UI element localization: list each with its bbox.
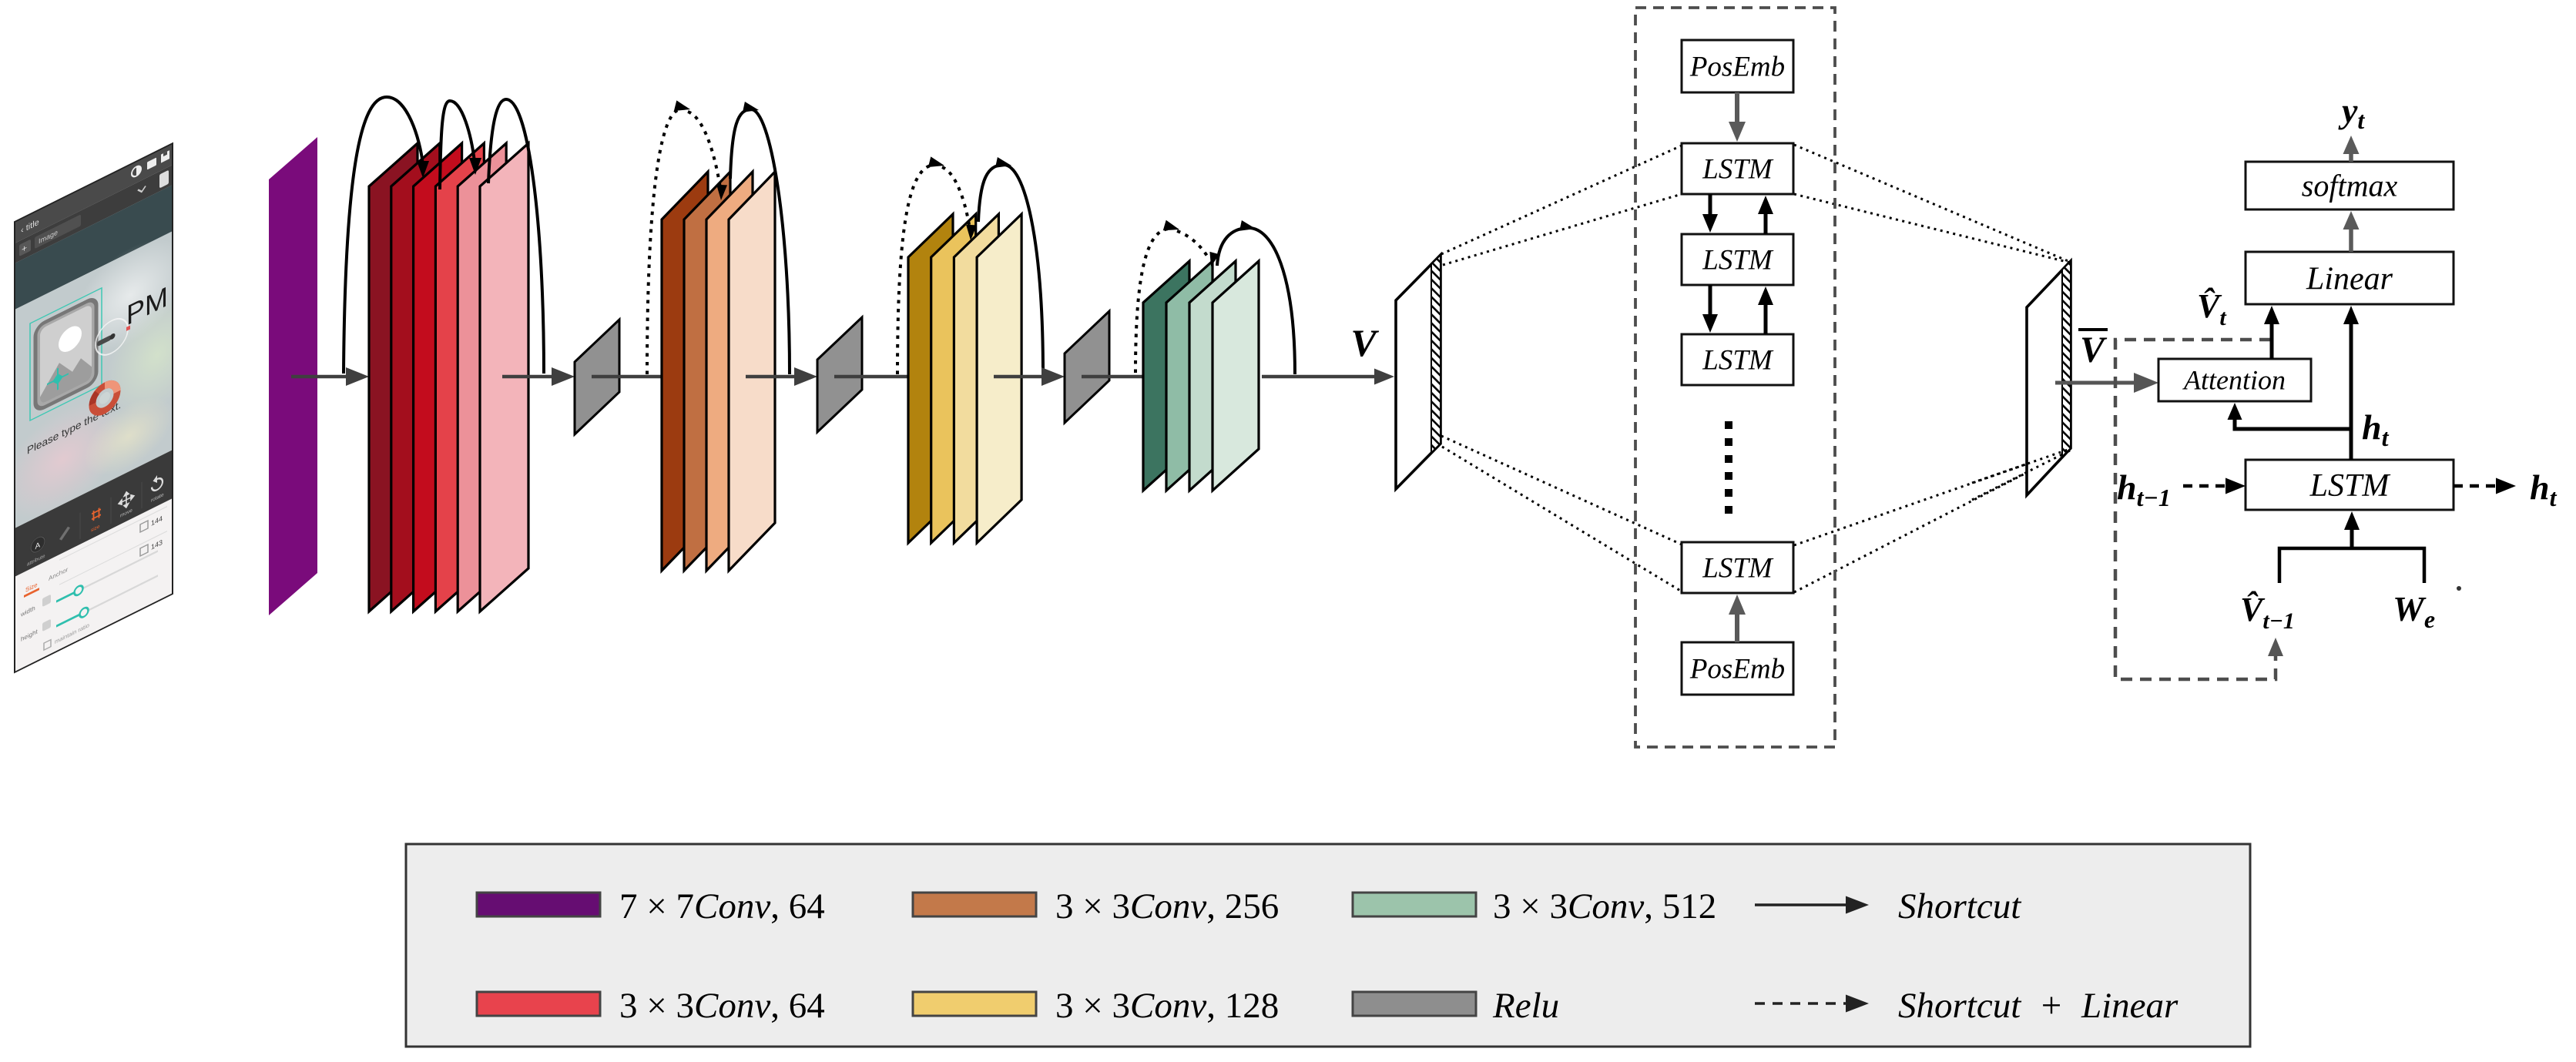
svg-text:V: V <box>2080 330 2108 370</box>
svg-text:+: + <box>22 242 27 256</box>
svg-text:V: V <box>1350 321 1379 364</box>
svg-text:Shortcut: Shortcut <box>1898 886 2021 926</box>
svg-text:PosEmb: PosEmb <box>1689 52 1785 83</box>
svg-text:LSTM: LSTM <box>1702 245 1774 276</box>
svg-text:Relu: Relu <box>1492 986 1559 1026</box>
svg-text:3 × 3Conv, 64: 3 × 3Conv, 64 <box>619 986 825 1026</box>
svg-text:LSTM: LSTM <box>2309 468 2391 504</box>
svg-text:Shortcut + Linear: Shortcut + Linear <box>1898 986 2179 1026</box>
svg-text:LSTM: LSTM <box>1702 345 1774 377</box>
svg-text:Linear: Linear <box>2306 261 2393 296</box>
svg-text:A: A <box>35 540 42 551</box>
svg-text:softmax: softmax <box>2302 169 2398 203</box>
svg-text:3 × 3Conv, 256: 3 × 3Conv, 256 <box>1055 886 1279 926</box>
svg-text:7 × 7Conv, 64: 7 × 7Conv, 64 <box>619 886 825 926</box>
svg-text:3 × 3Conv, 128: 3 × 3Conv, 128 <box>1055 986 1279 1026</box>
svg-text:3 × 3Conv, 512: 3 × 3Conv, 512 <box>1493 886 1716 926</box>
svg-text:LSTM: LSTM <box>1702 553 1774 585</box>
svg-text:PosEmb: PosEmb <box>1689 654 1785 685</box>
svg-text:LSTM: LSTM <box>1702 154 1774 186</box>
svg-text:Attention: Attention <box>2182 365 2286 396</box>
svg-text:size: size <box>91 524 100 533</box>
